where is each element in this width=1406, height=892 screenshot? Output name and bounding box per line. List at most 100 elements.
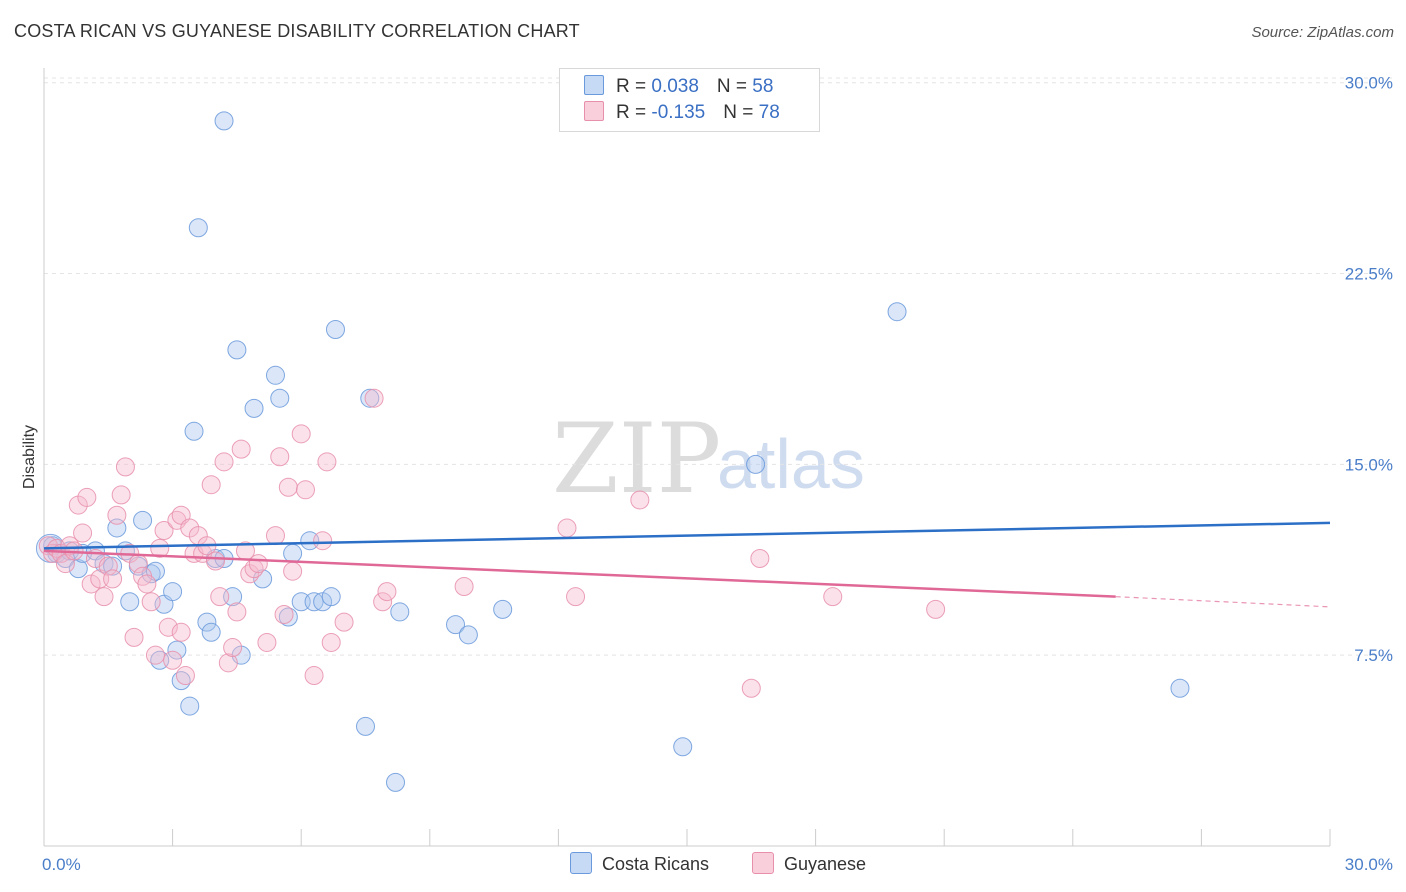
- point-guyanese: [154, 521, 174, 541]
- point-costa-ricans: [197, 612, 217, 632]
- point-guyanese: [231, 439, 251, 459]
- point-guyanese: [926, 599, 946, 619]
- trend-line-guyanese-extension: [1115, 596, 1331, 608]
- point-guyanese: [98, 556, 118, 576]
- point-costa-ricans: [493, 599, 513, 619]
- x-tick-label-min: 0.0%: [42, 855, 81, 874]
- point-costa-ricans: [265, 365, 285, 385]
- point-guyanese: [171, 622, 191, 642]
- point-guyanese: [111, 485, 131, 505]
- point-guyanese: [107, 505, 127, 525]
- point-guyanese: [210, 587, 230, 607]
- point-costa-ricans: [458, 625, 478, 645]
- legend-r-label: R =: [616, 76, 652, 97]
- trend-line-guyanese: [43, 549, 1116, 598]
- bottom-legend-label: Costa Ricans: [602, 854, 710, 874]
- x-tick-labels: 0.0% 30.0%: [42, 855, 1393, 874]
- legend-swatch-pink: [584, 101, 604, 121]
- point-costa-ricans: [746, 454, 766, 474]
- y-tick-label: 15.0%: [1345, 455, 1393, 474]
- point-guyanese: [103, 569, 123, 589]
- point-guyanese: [741, 678, 761, 698]
- point-guyanese: [175, 666, 195, 686]
- y-tick-label: 22.5%: [1345, 265, 1393, 284]
- point-guyanese: [214, 452, 234, 472]
- axes: [43, 68, 1331, 847]
- legend-row-costa-ricans: R = 0.038 N = 58: [584, 75, 773, 101]
- point-guyanese: [283, 561, 303, 581]
- point-guyanese: [73, 523, 93, 543]
- point-guyanese: [454, 576, 474, 596]
- point-guyanese: [141, 592, 161, 612]
- point-costa-ricans: [163, 582, 183, 602]
- x-tick-label-max: 30.0%: [1345, 855, 1393, 874]
- watermark-zip: ZIP: [552, 403, 721, 515]
- legend-n-value: 58: [752, 76, 774, 97]
- y-tick-label: 30.0%: [1345, 74, 1393, 93]
- point-guyanese: [201, 475, 221, 495]
- point-guyanese: [163, 650, 183, 670]
- bottom-legend-swatch-blue: [570, 852, 592, 874]
- legend-n-label: N =: [716, 76, 753, 97]
- point-costa-ricans: [325, 320, 345, 340]
- point-guyanese: [77, 487, 97, 507]
- point-guyanese: [291, 424, 311, 444]
- point-guyanese: [557, 518, 577, 538]
- point-guyanese: [248, 554, 268, 574]
- point-guyanese: [295, 480, 315, 500]
- point-guyanese: [158, 617, 178, 637]
- legend-n-value: 78: [758, 102, 780, 123]
- point-guyanese: [265, 526, 285, 546]
- legend-swatch-blue: [584, 75, 604, 95]
- point-costa-ricans: [283, 543, 303, 563]
- trend-lines: [43, 521, 1331, 608]
- point-guyanese: [566, 587, 586, 607]
- point-costa-ricans: [188, 218, 208, 238]
- point-guyanese: [218, 653, 238, 673]
- point-guyanese: [823, 587, 843, 607]
- point-guyanese: [750, 548, 770, 568]
- bottom-legend-costa-ricans: Costa Ricans: [570, 852, 709, 875]
- y-tick-label: 7.5%: [1354, 646, 1393, 665]
- point-costa-ricans: [184, 421, 204, 441]
- point-guyanese: [205, 551, 225, 571]
- point-guyanese: [150, 538, 170, 558]
- y-tick-labels: 7.5% 15.0% 22.5% 30.0%: [1345, 74, 1393, 665]
- point-costa-ricans: [446, 615, 466, 635]
- legend-r-value: -0.135: [651, 102, 706, 123]
- point-guyanese: [223, 638, 243, 658]
- point-costa-ricans: [167, 640, 187, 660]
- point-guyanese: [145, 645, 165, 665]
- point-costa-ricans: [673, 737, 693, 757]
- point-guyanese: [373, 592, 393, 612]
- point-guyanese: [94, 587, 114, 607]
- point-costa-ricans: [356, 716, 375, 736]
- point-costa-ricans: [180, 696, 200, 716]
- point-costa-ricans: [244, 398, 264, 418]
- point-costa-ricans: [120, 592, 140, 612]
- point-guyanese: [377, 582, 397, 602]
- trend-line-costa-ricans: [43, 521, 1331, 550]
- point-guyanese: [274, 604, 294, 624]
- bottom-legend-label: Guyanese: [784, 854, 867, 874]
- legend-r-label: R =: [616, 102, 652, 123]
- point-guyanese: [630, 490, 650, 510]
- point-costa-ricans: [386, 772, 406, 792]
- point-costa-ricans: [201, 622, 221, 642]
- point-guyanese: [317, 452, 337, 472]
- legend-r-value: 0.038: [651, 76, 699, 97]
- legend-row-guyanese: R = -0.135 N = 78: [584, 101, 780, 127]
- point-guyanese: [124, 627, 144, 647]
- point-guyanese: [321, 632, 341, 652]
- point-costa-ricans: [214, 111, 234, 131]
- point-guyanese: [364, 388, 384, 408]
- point-guyanese: [278, 477, 298, 497]
- point-costa-ricans: [227, 340, 247, 360]
- point-costa-ricans: [270, 388, 290, 408]
- point-guyanese: [270, 447, 290, 467]
- source-label: Source: ZipAtlas.com: [1251, 24, 1394, 41]
- series-costa-ricans: [35, 111, 1190, 792]
- point-guyanese: [334, 612, 354, 632]
- point-guyanese: [115, 457, 135, 477]
